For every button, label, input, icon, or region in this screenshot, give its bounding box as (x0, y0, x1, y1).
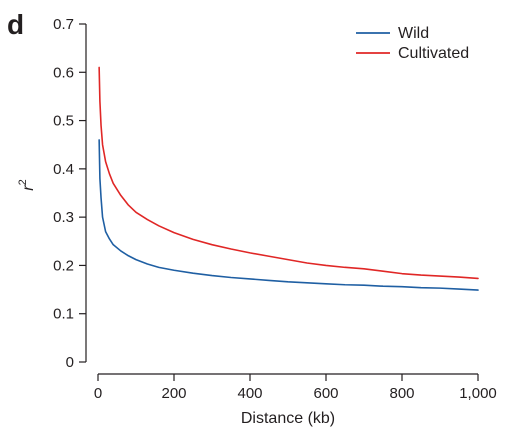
legend-label-wild: Wild (398, 25, 429, 42)
y-axis-title: r2 (17, 179, 37, 190)
x-tick-label: 600 (313, 385, 338, 402)
x-tick-label: 0 (94, 385, 102, 402)
panel-label: d (7, 9, 24, 40)
series-line-cultivated (98, 66, 479, 280)
x-tick-label: 800 (389, 385, 414, 402)
y-tick-label: 0.3 (53, 209, 74, 226)
x-axis-title: Distance (kb) (241, 410, 335, 427)
plot-lines (98, 66, 479, 291)
x-tick-label: 1,000 (459, 385, 497, 402)
axes: 0 0.1 0.2 0.3 0.4 0.5 0.6 0.7 0 200 400 600 800 1,000 (53, 16, 497, 402)
y-tick-label: 0.2 (53, 257, 74, 274)
y-tick-label: 0.5 (53, 113, 74, 130)
y-tick-label: 0.6 (53, 64, 74, 81)
series-line-wild (98, 139, 479, 291)
x-tick-label: 200 (161, 385, 186, 402)
y-tick-label: 0.7 (53, 16, 74, 33)
x-tick-label: 400 (237, 385, 262, 402)
y-tick-label: 0 (66, 354, 74, 371)
legend-label-cultivated: Cultivated (398, 45, 469, 62)
legend: Wild Cultivated (356, 25, 469, 62)
y-axis-title-base: r (20, 185, 37, 191)
y-tick-label: 0.1 (53, 306, 74, 323)
y-axis-title-superscript: 2 (17, 179, 29, 185)
y-tick-label: 0.4 (53, 161, 74, 178)
